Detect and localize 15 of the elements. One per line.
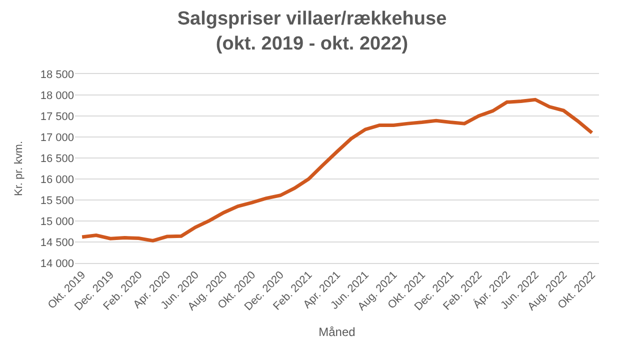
y-tick-label: 14 000 (40, 258, 74, 270)
y-axis-title: Kr. pr. kvm. (12, 140, 25, 196)
y-tick-label: 16 500 (40, 152, 74, 165)
y-tick-label: 14 500 (40, 236, 74, 249)
line-series (80, 98, 594, 242)
y-tick-label: 17 500 (40, 110, 74, 123)
y-tick-label: 15 000 (40, 216, 74, 228)
y-tick-label: 16 000 (40, 174, 74, 186)
y-tick-label: 17 000 (40, 132, 74, 144)
y-tick-label: 18 500 (40, 68, 74, 81)
y-tick-label: 15 500 (40, 194, 74, 207)
y-tick-label: 18 000 (40, 90, 74, 102)
chart-subtitle: (okt. 2019 - okt. 2022) (216, 33, 408, 54)
x-axis-title: Måned (318, 325, 356, 340)
chart-title: Salgspriser villaer/rækkehuse (177, 8, 447, 30)
